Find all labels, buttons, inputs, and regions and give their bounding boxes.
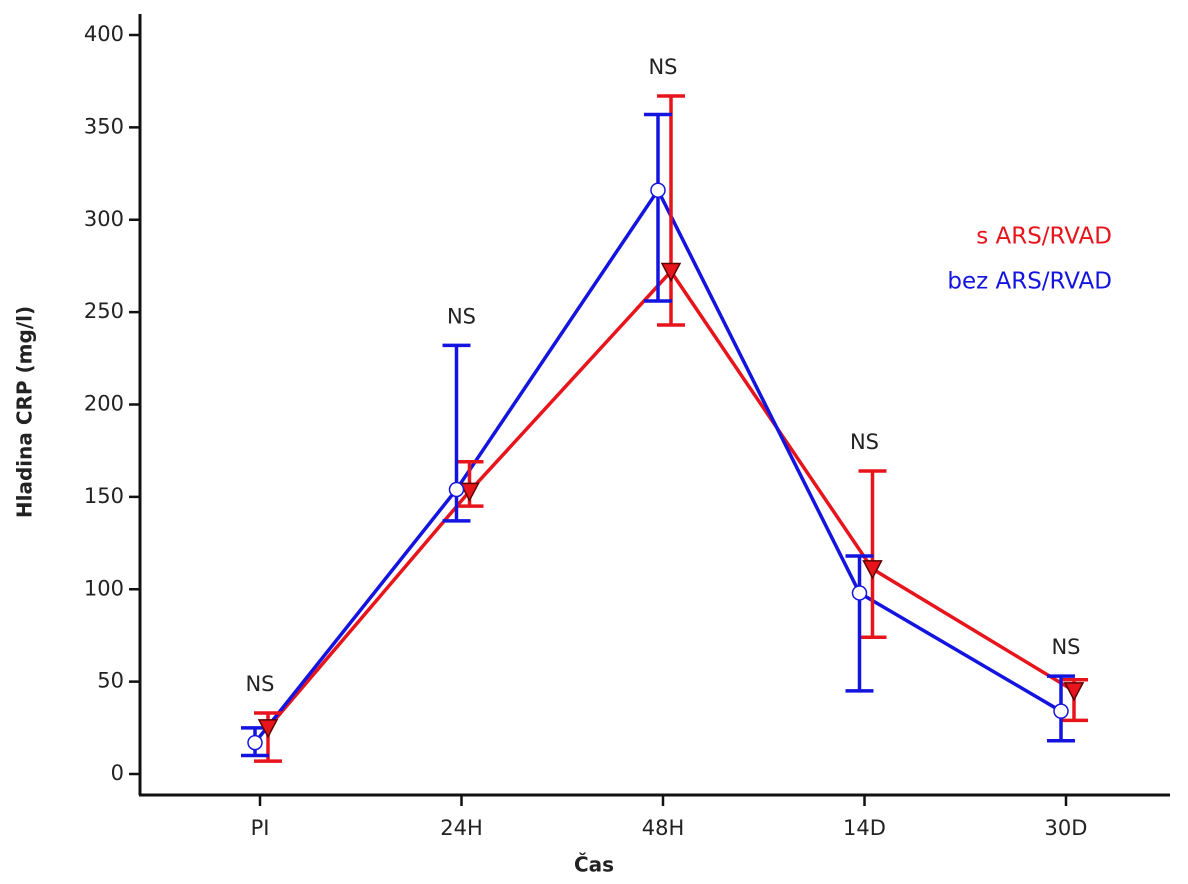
marker — [448, 481, 465, 498]
y-tick-label: 150 — [84, 484, 124, 508]
annotation: NS — [850, 430, 879, 454]
y-tick-label: 400 — [84, 22, 124, 46]
annotation: NS — [447, 304, 476, 328]
marker — [650, 182, 666, 198]
x-axis-title: Čas — [574, 853, 614, 877]
marker — [660, 262, 682, 283]
x-tick-label: 48H — [642, 816, 685, 840]
x-tick-label: 14D — [843, 816, 886, 840]
x-tick-label: PI — [251, 816, 270, 840]
y-tick-label: 50 — [97, 669, 124, 693]
series-line — [266, 268, 1075, 729]
x-tick-label: 30D — [1045, 816, 1088, 840]
annotation: NS — [1051, 635, 1080, 659]
y-tick-label: 200 — [84, 392, 124, 416]
x-tick-label: 24H — [440, 816, 483, 840]
legend-entry: bez ARS/RVAD — [947, 269, 1112, 295]
marker — [851, 585, 868, 601]
marker — [247, 734, 263, 751]
marker — [459, 482, 480, 502]
y-tick-label: 100 — [84, 576, 124, 600]
annotation: NS — [648, 55, 677, 79]
marker — [862, 560, 883, 580]
marker — [1053, 703, 1069, 719]
y-tick-label: 350 — [84, 114, 124, 138]
legend-entry: s ARS/RVAD — [976, 224, 1112, 250]
marker — [1063, 682, 1085, 702]
y-tick-label: 250 — [84, 299, 124, 323]
annotation: NS — [245, 672, 274, 696]
y-axis-title: Hladina CRP (mg/l) — [13, 306, 37, 518]
marker — [257, 719, 279, 739]
y-tick-label: 0 — [111, 761, 124, 785]
y-tick-label: 300 — [84, 207, 124, 231]
